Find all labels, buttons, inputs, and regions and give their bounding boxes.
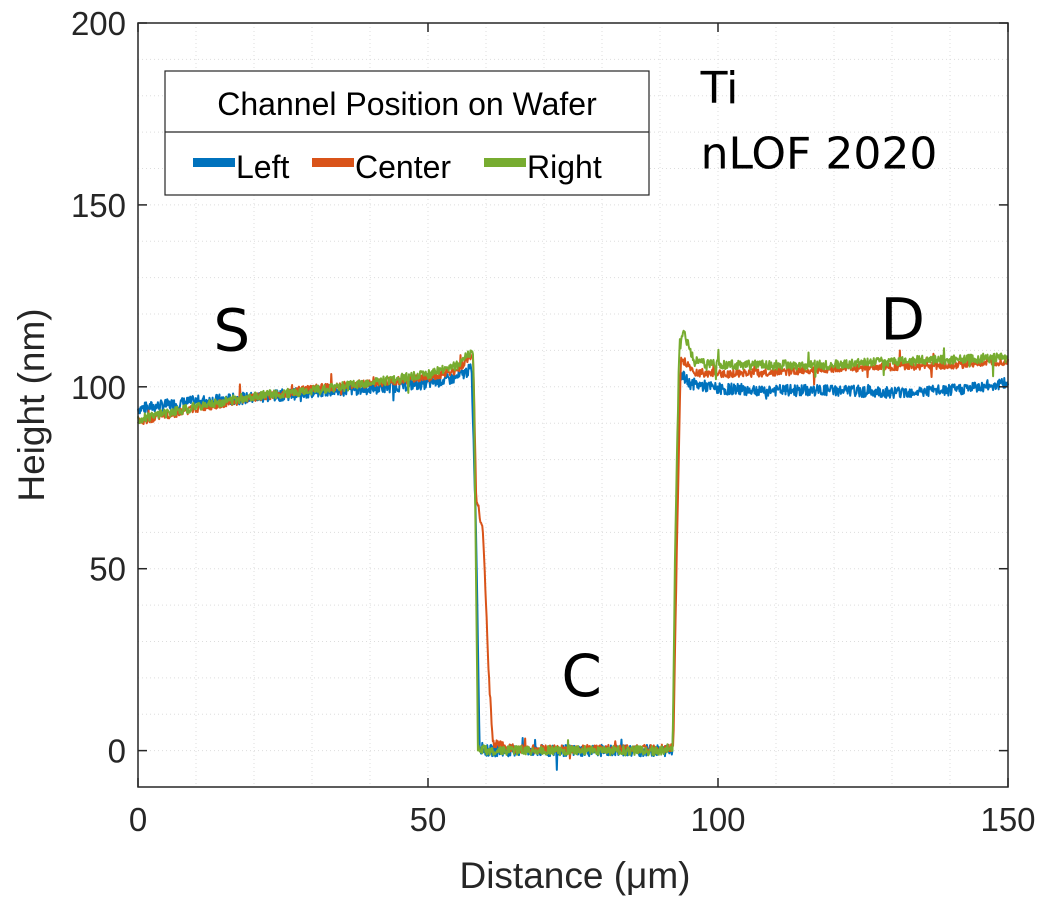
legend-entry-right: Right (527, 149, 602, 185)
x-tick-label: 0 (129, 801, 147, 838)
legend-entry-left: Left (236, 149, 289, 185)
legend-swatch-left (193, 158, 235, 167)
legend-swatch-center (312, 158, 354, 167)
series-layer (137, 329, 1009, 771)
annotation-c: C (561, 642, 602, 710)
annotation-ti: Ti (700, 63, 739, 114)
plot-frame (137, 22, 1009, 788)
y-tick-label: 50 (89, 551, 126, 588)
y-axis-label: Height (nm) (11, 308, 52, 501)
series-line-right (137, 329, 1009, 757)
y-tick-label: 100 (71, 369, 126, 406)
legend-entry-center: Center (355, 149, 451, 185)
annotation-d: D (880, 286, 925, 354)
legend-title: Channel Position on Wafer (217, 86, 597, 122)
y-tick-label: 200 (71, 5, 126, 42)
x-tick-label: 100 (690, 801, 745, 838)
legend: Channel Position on Wafer Left Center Right (164, 70, 650, 196)
legend-box (164, 70, 650, 196)
axis-ticks: 0 50 100 150 200 0 50 100 150 (71, 5, 1036, 838)
annotation-s: S (213, 296, 250, 364)
x-axis-label: Distance (μm) (459, 855, 690, 896)
annotations: Ti nLOF 2020 S C D (213, 63, 937, 710)
x-tick-label: 50 (410, 801, 447, 838)
y-tick-label: 150 (71, 187, 126, 224)
legend-swatch-right (484, 158, 526, 167)
annotation-nlof-2020: nLOF 2020 (701, 129, 938, 180)
x-tick-label: 150 (980, 801, 1035, 838)
y-tick-label: 0 (108, 733, 126, 770)
